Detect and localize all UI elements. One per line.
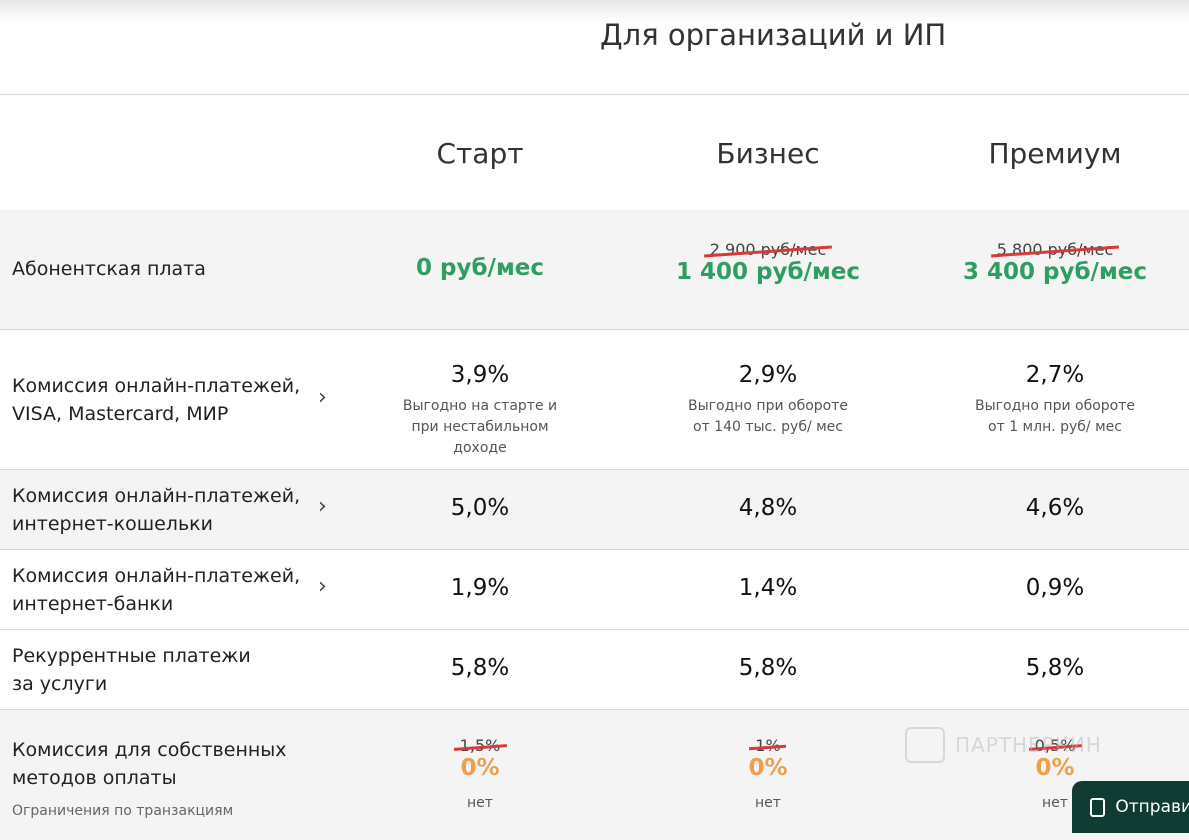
price-business: 2 900 руб/мес 1 400 руб/мес [628, 240, 908, 285]
row-cards[interactable]: Комиссия онлайн-платежей, VISA, Masterca… [0, 330, 1189, 470]
note: Выгодно на старте и при нестабильном дох… [402, 398, 558, 456]
chevron-right-icon[interactable]: › [318, 385, 327, 410]
old-value: 1% [755, 736, 781, 755]
envelope-icon [1090, 797, 1106, 817]
row-label: Комиссия онлайн-платежей, интернет-кошел… [12, 485, 301, 535]
row-label: Комиссия онлайн-платежей, интернет-банки [12, 565, 301, 615]
value: 4,6% [1025, 495, 1085, 521]
chevron-right-icon[interactable]: › [318, 574, 327, 599]
chevron-right-icon[interactable]: › [318, 494, 327, 519]
row-subscription: Абонентская плата 0 руб/мес 2 900 руб/ме… [0, 210, 1189, 330]
note: Выгодно при обороте от 1 млн. руб/ мес [974, 398, 1135, 435]
old-price: 5 800 руб/мес [996, 240, 1114, 259]
row-label: Рекуррентные платежи за услуги [12, 645, 251, 695]
new-price: 3 400 руб/мес [963, 259, 1147, 285]
old-price: 2 900 руб/мес [709, 240, 827, 259]
value: 5,8% [450, 655, 510, 681]
value: 2,9% [738, 362, 798, 388]
note: Выгодно при обороте от 140 тыс. руб/ мес [687, 398, 848, 435]
value: 4,8% [738, 495, 798, 521]
limit: нет [467, 795, 493, 811]
divider [0, 94, 1189, 95]
row-label: Комиссия для собственных методов оплаты [12, 739, 287, 789]
plan-start: Старт [436, 137, 524, 170]
plan-business: Бизнес [716, 137, 820, 170]
row-label: Комиссия онлайн-платежей, VISA, Masterca… [12, 375, 301, 425]
price-premium: 5 800 руб/мес 3 400 руб/мес [915, 240, 1189, 285]
new-price: 1 400 руб/мес [676, 259, 860, 285]
value: 5,0% [450, 495, 510, 521]
value: 5,8% [1025, 655, 1085, 681]
limit: нет [1042, 795, 1068, 811]
value: 1,4% [738, 575, 798, 601]
send-button[interactable]: Отправить [1072, 781, 1189, 833]
page-title: Для организаций и ИП [600, 18, 947, 52]
price-start: 0 руб/мес [416, 255, 544, 281]
value: 0% [748, 755, 788, 781]
row-banks[interactable]: Комиссия онлайн-платежей, интернет-банки… [0, 550, 1189, 630]
value: 0% [1035, 755, 1075, 781]
value: 5,8% [738, 655, 798, 681]
row-wallets[interactable]: Комиссия онлайн-платежей, интернет-кошел… [0, 470, 1189, 550]
value: 0,9% [1025, 575, 1085, 601]
plan-premium: Премиум [988, 137, 1122, 170]
value: 0% [460, 755, 500, 781]
value: 1,9% [450, 575, 510, 601]
limit: нет [755, 795, 781, 811]
old-value: 1,5% [459, 736, 501, 755]
watermark-logo-icon [905, 727, 945, 763]
row-own-methods: Комиссия для собственных методов оплаты … [0, 710, 1189, 840]
plans-header: Старт Бизнес Премиум [0, 95, 1189, 210]
value: 2,7% [1025, 362, 1085, 388]
row-recurring: Рекуррентные платежи за услуги 5,8% 5,8%… [0, 630, 1189, 710]
watermark: ПАРТНЕРКИН [905, 727, 1102, 763]
old-value: 0,5% [1034, 736, 1076, 755]
row-label: Абонентская плата [12, 258, 206, 280]
value: 3,9% [450, 362, 510, 388]
limits-label: Ограничения по транзакциям [12, 803, 234, 819]
top-shadow [0, 0, 1189, 22]
